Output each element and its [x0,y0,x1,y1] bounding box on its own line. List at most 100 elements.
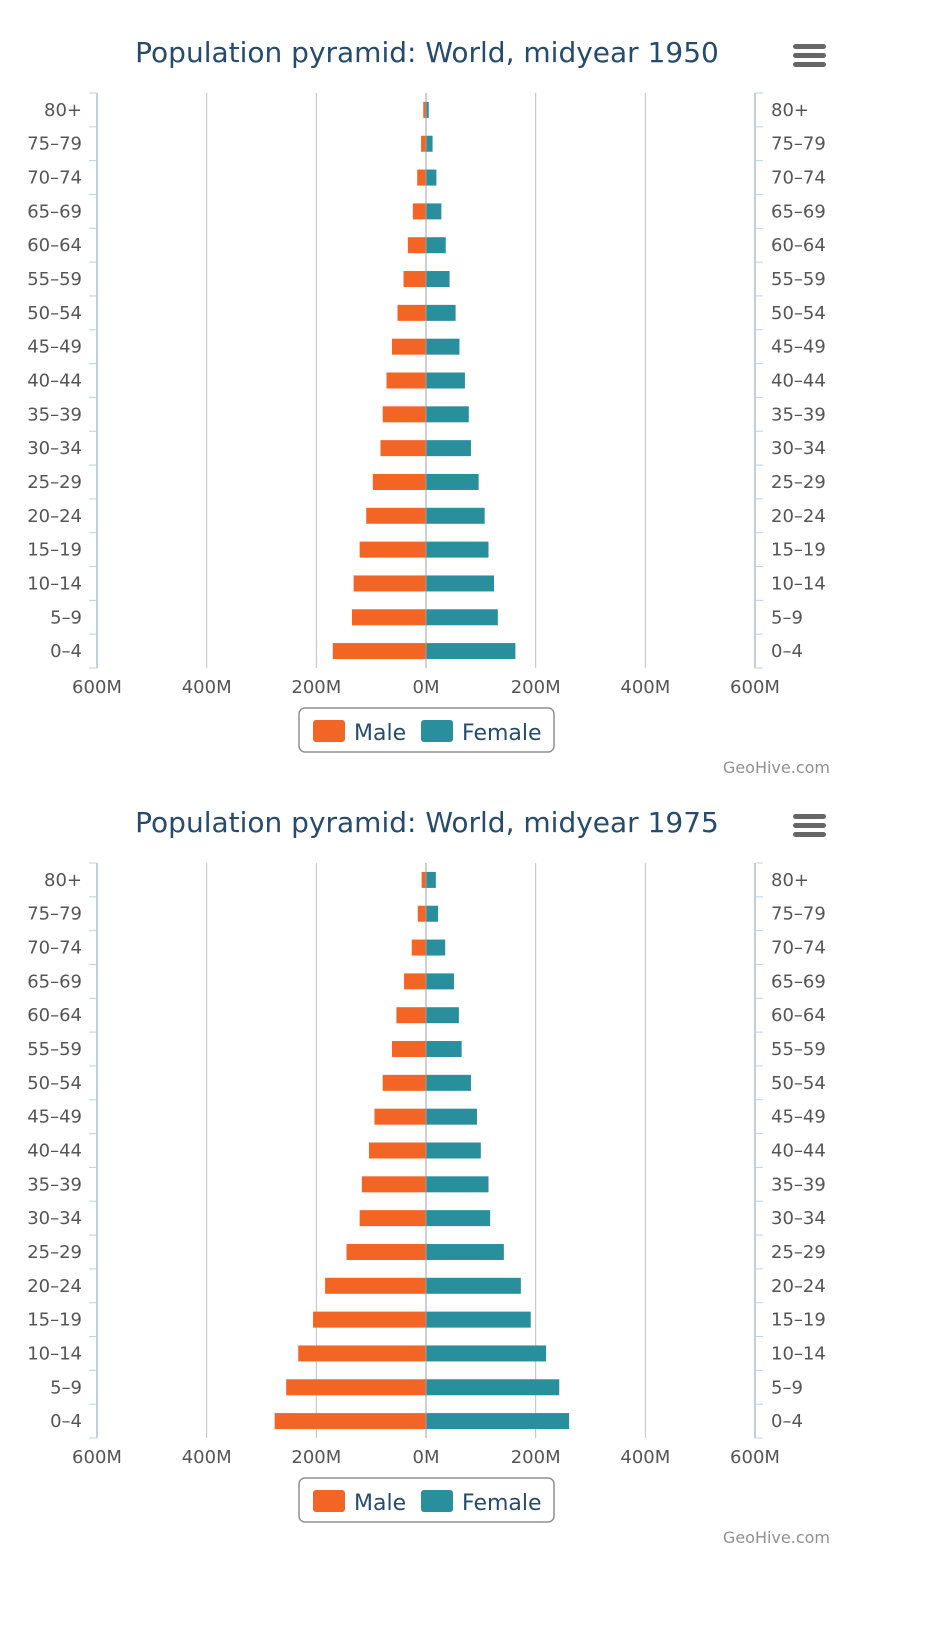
hamburger-menu-icon[interactable] [793,814,826,837]
legend-item-male[interactable]: Male [313,1490,406,1516]
legend-swatch-female[interactable] [421,1490,453,1512]
bar-male[interactable] [359,1210,426,1227]
bar-male[interactable] [412,203,426,220]
category-label-left: 70–74 [27,168,82,189]
bar-male[interactable] [392,1041,426,1058]
chart-menu-button[interactable] [790,38,828,70]
bar-female[interactable] [426,1176,489,1193]
bar-female[interactable] [426,939,446,956]
bar-female[interactable] [426,203,442,220]
bar-male[interactable] [407,237,426,254]
bar-female[interactable] [426,1210,491,1227]
bar-female[interactable] [426,1345,547,1362]
bar-female[interactable] [426,1108,477,1125]
bar-male[interactable] [403,271,426,288]
legend-label-female[interactable]: Female [462,721,542,746]
bar-male[interactable] [421,871,426,888]
menu-bar[interactable] [793,53,826,58]
legend-item-female[interactable]: Female [421,1490,542,1516]
menu-bar[interactable] [793,814,826,819]
bar-female[interactable] [426,1074,471,1091]
bar-female[interactable] [426,169,437,186]
bar-male[interactable] [374,1108,426,1125]
bar-female[interactable] [426,304,456,321]
legend-label-female[interactable]: Female [462,1491,542,1516]
bar-female[interactable] [426,1243,504,1260]
bar-female[interactable] [426,372,465,389]
bar-male[interactable] [298,1345,426,1362]
legend-item-female[interactable]: Female [421,720,542,746]
menu-bar[interactable] [793,62,826,67]
x-tick-label: 200M [511,677,561,698]
category-label-left: 15–19 [27,540,82,561]
bar-male[interactable] [382,406,426,423]
bar-male[interactable] [353,575,426,592]
bar-female[interactable] [426,905,439,922]
legend-label-male[interactable]: Male [354,721,406,746]
legend-swatch-female[interactable] [421,720,453,742]
bar-male[interactable] [274,1413,426,1430]
bar-male[interactable] [396,1007,426,1024]
bar-male[interactable] [346,1243,426,1260]
bar-female[interactable] [426,609,498,626]
bar-male[interactable] [421,135,426,152]
x-tick-label: 400M [620,1447,670,1468]
bar-female[interactable] [426,135,433,152]
category-label-left: 45–49 [27,1107,82,1128]
legend-label-male[interactable]: Male [354,1491,406,1516]
bar-male[interactable] [366,507,426,524]
bar-male[interactable] [417,905,426,922]
menu-bar[interactable] [793,832,826,837]
credit-link[interactable]: GeoHive.com [723,758,830,777]
bar-male[interactable] [380,440,426,457]
bar-female[interactable] [426,237,446,254]
chart-menu-button[interactable] [790,808,828,840]
bar-female[interactable] [426,473,479,490]
bar-female[interactable] [426,1007,459,1024]
bar-male[interactable] [332,643,426,660]
category-label-left: 55–59 [27,269,82,290]
bar-male[interactable] [368,1142,426,1159]
bar-male[interactable] [325,1277,426,1294]
bar-female[interactable] [426,1142,481,1159]
bar-male[interactable] [397,304,426,321]
bar-female[interactable] [426,101,429,118]
category-label-left: 60–64 [27,1005,82,1026]
credit-link[interactable]: GeoHive.com [723,1528,830,1547]
hamburger-menu-icon[interactable] [793,44,826,67]
bar-male[interactable] [361,1176,426,1193]
bar-male[interactable] [386,372,426,389]
bar-female[interactable] [426,643,516,660]
bar-male[interactable] [404,973,426,990]
bar-male[interactable] [359,541,426,558]
bar-female[interactable] [426,1277,521,1294]
bar-female[interactable] [426,338,460,355]
legend-swatch-male[interactable] [313,1490,345,1512]
bar-female[interactable] [426,1041,462,1058]
bar-female[interactable] [426,973,454,990]
bar-male[interactable] [411,939,426,956]
bar-female[interactable] [426,406,469,423]
bar-male[interactable] [313,1311,426,1328]
menu-bar[interactable] [793,823,826,828]
legend-item-male[interactable]: Male [313,720,406,746]
menu-bar[interactable] [793,44,826,49]
bar-female[interactable] [426,1379,560,1396]
category-label-left: 35–39 [27,1174,82,1195]
legend-swatch-male[interactable] [313,720,345,742]
bar-male[interactable] [372,473,426,490]
bar-male[interactable] [286,1379,426,1396]
bar-female[interactable] [426,440,471,457]
bar-female[interactable] [426,541,489,558]
bar-male[interactable] [423,101,426,118]
bar-male[interactable] [382,1074,426,1091]
bar-female[interactable] [426,1413,570,1430]
bar-female[interactable] [426,871,436,888]
bar-male[interactable] [351,609,426,626]
bar-female[interactable] [426,507,485,524]
bar-male[interactable] [417,169,426,186]
bar-female[interactable] [426,1311,531,1328]
bar-female[interactable] [426,271,450,288]
bar-female[interactable] [426,575,494,592]
bar-male[interactable] [392,338,426,355]
